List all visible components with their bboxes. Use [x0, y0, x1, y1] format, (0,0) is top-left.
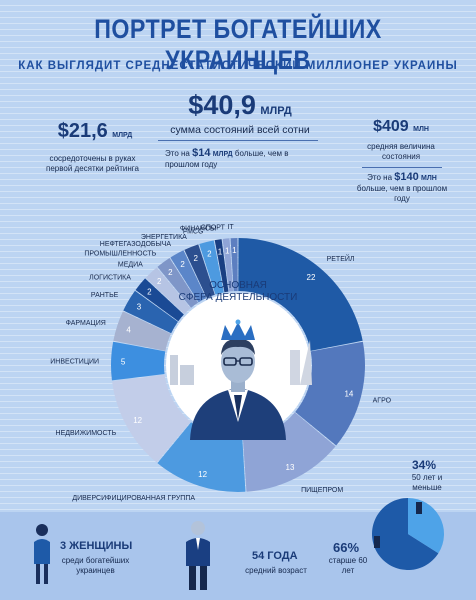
slice-value-недвижимость: 12	[133, 416, 142, 425]
stat-total-value: $40,9	[188, 90, 256, 120]
slice-label-медиа: МЕДИА	[118, 262, 143, 269]
slice-недвижимость	[112, 374, 191, 463]
note-post: больше, чем в прошлом году	[165, 149, 289, 169]
women-count: 3 ЖЕНЩИНЫ	[60, 540, 133, 552]
slice-рантье	[123, 290, 178, 334]
note-unit: МЛРД	[212, 151, 233, 158]
average-age-text: средний возраст	[245, 566, 307, 575]
donut-labels: 22РЕТЕЙЛ14АГРО13ПИЩЕПРОМ12ДИВЕРСИФИЦИРОВ…	[50, 224, 391, 502]
age-old-text: старше 60 лет	[328, 556, 368, 575]
slice-it	[230, 238, 238, 292]
stat-total-text: сумма состояний всей сотни	[170, 124, 310, 136]
stat-total: $40,9 МЛРД	[150, 90, 330, 121]
slice-инвестиции	[110, 341, 166, 381]
slice-финансы	[214, 239, 229, 293]
businessman-illustration	[166, 293, 312, 440]
slice-label-ретейл: РЕТЕЙЛ	[327, 254, 355, 263]
average-age: 54 ГОДА	[252, 550, 298, 562]
woman-figure-icon	[34, 524, 50, 584]
slice-value-финансы: 1	[218, 247, 223, 256]
women-text: среди богатейших украинцев	[61, 556, 130, 575]
stat-average-text: средняя величина состояния	[367, 142, 435, 161]
slice-энергетика	[184, 244, 215, 298]
slice-value-fmcg: 2	[207, 250, 212, 259]
note-pre: Это на	[367, 173, 393, 182]
note-unit: МЛН	[421, 175, 437, 182]
stat-average-note: Это на $140 МЛН больше, чем в прошлом го…	[352, 172, 452, 204]
stat-top10-unit: МЛРД	[112, 132, 133, 139]
stat-top10-text: сосредоточены в руках первой десятки рей…	[46, 154, 139, 173]
slice-label-энергетика: ЭНЕРГЕТИКА	[141, 234, 187, 241]
note-hl: $140	[394, 171, 419, 183]
slice-fmcg	[199, 240, 224, 295]
slice-value-энергетика: 2	[193, 254, 198, 263]
divider	[362, 167, 442, 168]
note-pre: Это на	[165, 149, 190, 158]
donut-center-title-line2: СФЕРА ДЕЯТЕЛЬНОСТИ	[179, 292, 298, 303]
age-pie-chart	[372, 498, 444, 570]
slice-value-логистика: 2	[147, 288, 152, 297]
slice-label-промышленность: ПРОМЫШЛЕННОСТЬ	[84, 251, 156, 258]
slice-label-it: IT	[227, 224, 234, 231]
stat-top10: $21,6 МЛРД	[40, 120, 150, 143]
slice-value-диверсифицированная-группа: 12	[198, 470, 207, 479]
slice-label-инвестиции: ИНВЕСТИЦИИ	[50, 359, 99, 366]
slice-value-пищепром: 13	[286, 463, 295, 472]
stat-average-unit: МЛН	[413, 126, 429, 133]
slice-value-спорт: 1	[225, 247, 230, 256]
stat-total-note: Это на $14 МЛРД больше, чем в прошлом го…	[165, 148, 315, 170]
donut-center-title-line1: ОСНОВНАЯ	[209, 280, 267, 291]
man-figure-icon	[186, 521, 210, 590]
slice-агро	[295, 341, 365, 446]
slice-label-нефтегазодобыча: НЕФТЕГАЗОДОБЫЧА	[100, 241, 172, 248]
stat-top10-value: $21,6	[57, 120, 108, 142]
slice-label-диверсифицированная-группа: ДИВЕРСИФИЦИРОВАННАЯ ГРУППА	[72, 495, 195, 502]
note-hl: $14	[192, 147, 211, 159]
slice-нефтегазодобыча	[170, 250, 207, 303]
slice-ретейл	[238, 238, 363, 351]
slice-value-агро: 14	[344, 389, 353, 398]
age-old-percent: 66%	[332, 540, 360, 555]
slice-label-фармация: ФАРМАЦИЯ	[66, 320, 106, 327]
slice-промышленность	[157, 258, 199, 308]
slice-фармация	[113, 311, 171, 351]
stat-total-unit: МЛРД	[260, 105, 292, 117]
slice-label-спорт: СПОРТ	[201, 225, 226, 232]
divider	[158, 140, 318, 141]
slice-value-рантье: 3	[137, 302, 142, 311]
slice-value-фармация: 4	[126, 325, 131, 334]
slice-label-пищепром: ПИЩЕПРОМ	[301, 487, 343, 494]
slice-label-финансы: ФИНАНСЫ	[180, 226, 216, 233]
slice-label-логистика: ЛОГИСТИКА	[89, 274, 131, 281]
slice-value-промышленность: 2	[168, 268, 173, 277]
page-title: ПОРТРЕТ БОГАТЕЙШИХ УКРАИНЦЕВ	[94, 14, 382, 75]
slice-label-недвижимость: НЕДВИЖИМОСТЬ	[56, 430, 117, 437]
slice-value-инвестиции: 5	[121, 357, 126, 366]
page-subtitle: КАК ВЫГЛЯДИТ СРЕДНЕСТАТИСТИЧЕСКИЙ МИЛЛИО…	[18, 60, 458, 72]
slice-label-fmcg: FMCG	[183, 228, 204, 235]
stat-average-value: $409	[373, 118, 409, 135]
slice-label-рантье: РАНТЬЕ	[91, 292, 119, 299]
sector-donut-chart: 22РЕТЕЙЛ14АГРО13ПИЩЕПРОМ12ДИВЕРСИФИЦИРОВ…	[50, 224, 391, 502]
slice-логистика	[135, 278, 184, 322]
note-post: больше, чем в прошлом году	[356, 184, 448, 203]
slice-value-нефтегазодобыча: 2	[180, 260, 185, 269]
slice-спорт	[222, 238, 234, 292]
age-young-percent: 34%	[411, 458, 437, 472]
slice-медиа	[145, 267, 191, 315]
age-slice-старше-60-лет	[372, 498, 439, 570]
age-young-text: 50 лет и меньше	[411, 473, 443, 492]
slice-value-ретейл: 22	[307, 273, 316, 282]
slice-value-it: 1	[232, 246, 237, 255]
slice-пищепром	[242, 412, 336, 492]
slice-value-медиа: 2	[157, 277, 162, 286]
stat-average: $409 МЛН	[356, 118, 446, 136]
slice-label-агро: АГРО	[373, 398, 392, 405]
